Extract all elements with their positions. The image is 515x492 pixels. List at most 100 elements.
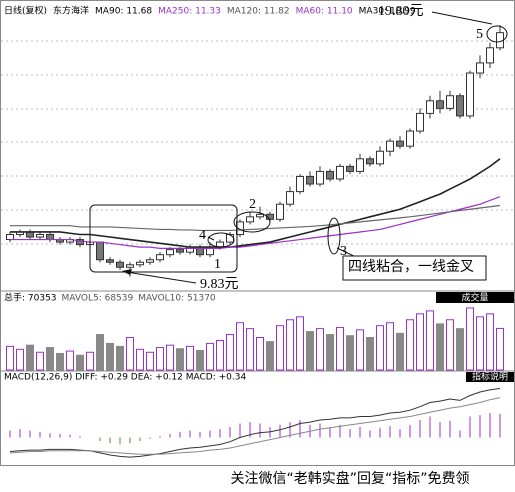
volume-bar: [256, 337, 264, 371]
candle-body: [116, 261, 124, 268]
candle-body: [406, 130, 414, 147]
volume-bar: [496, 327, 504, 371]
arrow-head: [122, 269, 132, 275]
candle-body: [126, 264, 134, 268]
volume-bar: [116, 345, 124, 371]
candle-body: [306, 175, 314, 185]
candle-body: [346, 165, 354, 172]
candle-body: [106, 259, 114, 263]
header: 日线(复权) 东方海洋 MA90: 11.68 MA250: 11.33 MA120: …: [4, 5, 416, 304]
candle-body: [46, 233, 54, 241]
annotation: 19.80元: [378, 4, 424, 19]
volume-bar: [56, 352, 64, 371]
volume-bar: [236, 322, 244, 371]
annotation: 1: [214, 257, 221, 272]
annotation: 四线粘合，一线金叉: [348, 259, 474, 275]
volume-bar: [166, 344, 174, 371]
candle-body: [36, 233, 44, 238]
candle-body: [296, 175, 304, 193]
volume-bar: [476, 316, 484, 371]
candle-body: [266, 213, 274, 220]
volume-bar: [106, 342, 114, 371]
volume-bar: [306, 331, 314, 371]
volume-bar: [406, 319, 414, 371]
volume-header: MAVOL5: 68539: [62, 294, 134, 304]
annotation: 2: [249, 197, 256, 212]
volume-bar: [156, 347, 164, 371]
candle-body: [446, 95, 454, 109]
candle-body: [336, 165, 344, 180]
ma-line: [10, 158, 501, 248]
volume-bar: [206, 342, 214, 371]
volume-bar: [266, 341, 274, 371]
candle-body: [176, 249, 184, 253]
volume-bar: [6, 345, 14, 371]
volume-bar: [36, 351, 44, 371]
candle-body: [366, 158, 374, 165]
volume-bar: [456, 328, 464, 371]
frame: [0, 0, 515, 466]
volume-bar: [176, 348, 184, 371]
candle-body: [386, 140, 394, 152]
candle-body: [356, 158, 364, 172]
candle-body: [226, 233, 234, 243]
volume-bar: [186, 345, 194, 371]
volume-bar: [66, 350, 74, 371]
header-text: MA30: 10.99: [359, 7, 416, 17]
candle-body: [256, 213, 264, 218]
candle-body: [436, 100, 444, 109]
volume-bar: [26, 344, 34, 371]
footer: 关注微信“老韩实盘”回复“指标”免费领: [230, 470, 469, 487]
annotation-shapes: [89, 11, 508, 284]
header-text: MA250: 11.33: [158, 7, 221, 17]
candle-body: [276, 203, 284, 220]
candle-body: [466, 72, 474, 117]
volume-bar: [466, 307, 474, 371]
tag-box: [466, 372, 514, 382]
candle-body: [456, 95, 464, 117]
volume-bar: [286, 319, 294, 371]
footer-box: [186, 466, 515, 492]
volume-bar: [316, 328, 324, 371]
candle-body: [376, 150, 384, 165]
volume-bar: [46, 347, 54, 371]
volume-header: MAVOL10: 51370: [138, 294, 216, 304]
volume-bar: [216, 339, 224, 371]
candle-body: [486, 47, 494, 64]
candle-body: [426, 100, 434, 114]
candle-body: [286, 191, 294, 205]
volume-bar: [96, 334, 104, 371]
volume-bar: [346, 335, 354, 371]
candle-body: [246, 216, 254, 223]
volume-bar: [146, 351, 154, 371]
volume-bar: [76, 354, 84, 371]
candle-body: [6, 233, 14, 241]
volume-bar: [386, 322, 394, 371]
volume-header: 总手: 70353: [4, 292, 57, 304]
volume-bar: [336, 326, 344, 371]
volume-bar: [16, 348, 24, 371]
volume-bar: [416, 313, 424, 371]
volume-bar: [376, 325, 384, 371]
volume-bar: [486, 313, 494, 371]
header-text: 东方海洋: [53, 5, 89, 17]
volume-bar: [356, 329, 364, 371]
annotation: 4: [199, 228, 206, 243]
plot: [6, 25, 504, 458]
header-text: MA90: 11.68: [95, 7, 152, 17]
volume-bar: [366, 337, 374, 371]
volume-bar: [226, 334, 234, 371]
ma-line: [10, 196, 501, 249]
annotation: 3: [340, 244, 347, 259]
candle-body: [146, 259, 154, 263]
volume-bar: [86, 351, 94, 371]
ma-line: [10, 204, 501, 232]
annotation: 9.83元: [200, 277, 239, 292]
macd-line: [9, 397, 501, 455]
candle-body: [156, 254, 164, 261]
volume-bar: [396, 332, 404, 371]
volume-bar: [326, 334, 334, 371]
candle-body: [396, 140, 404, 147]
volume-bar: [196, 350, 204, 371]
candle-body: [326, 170, 334, 180]
